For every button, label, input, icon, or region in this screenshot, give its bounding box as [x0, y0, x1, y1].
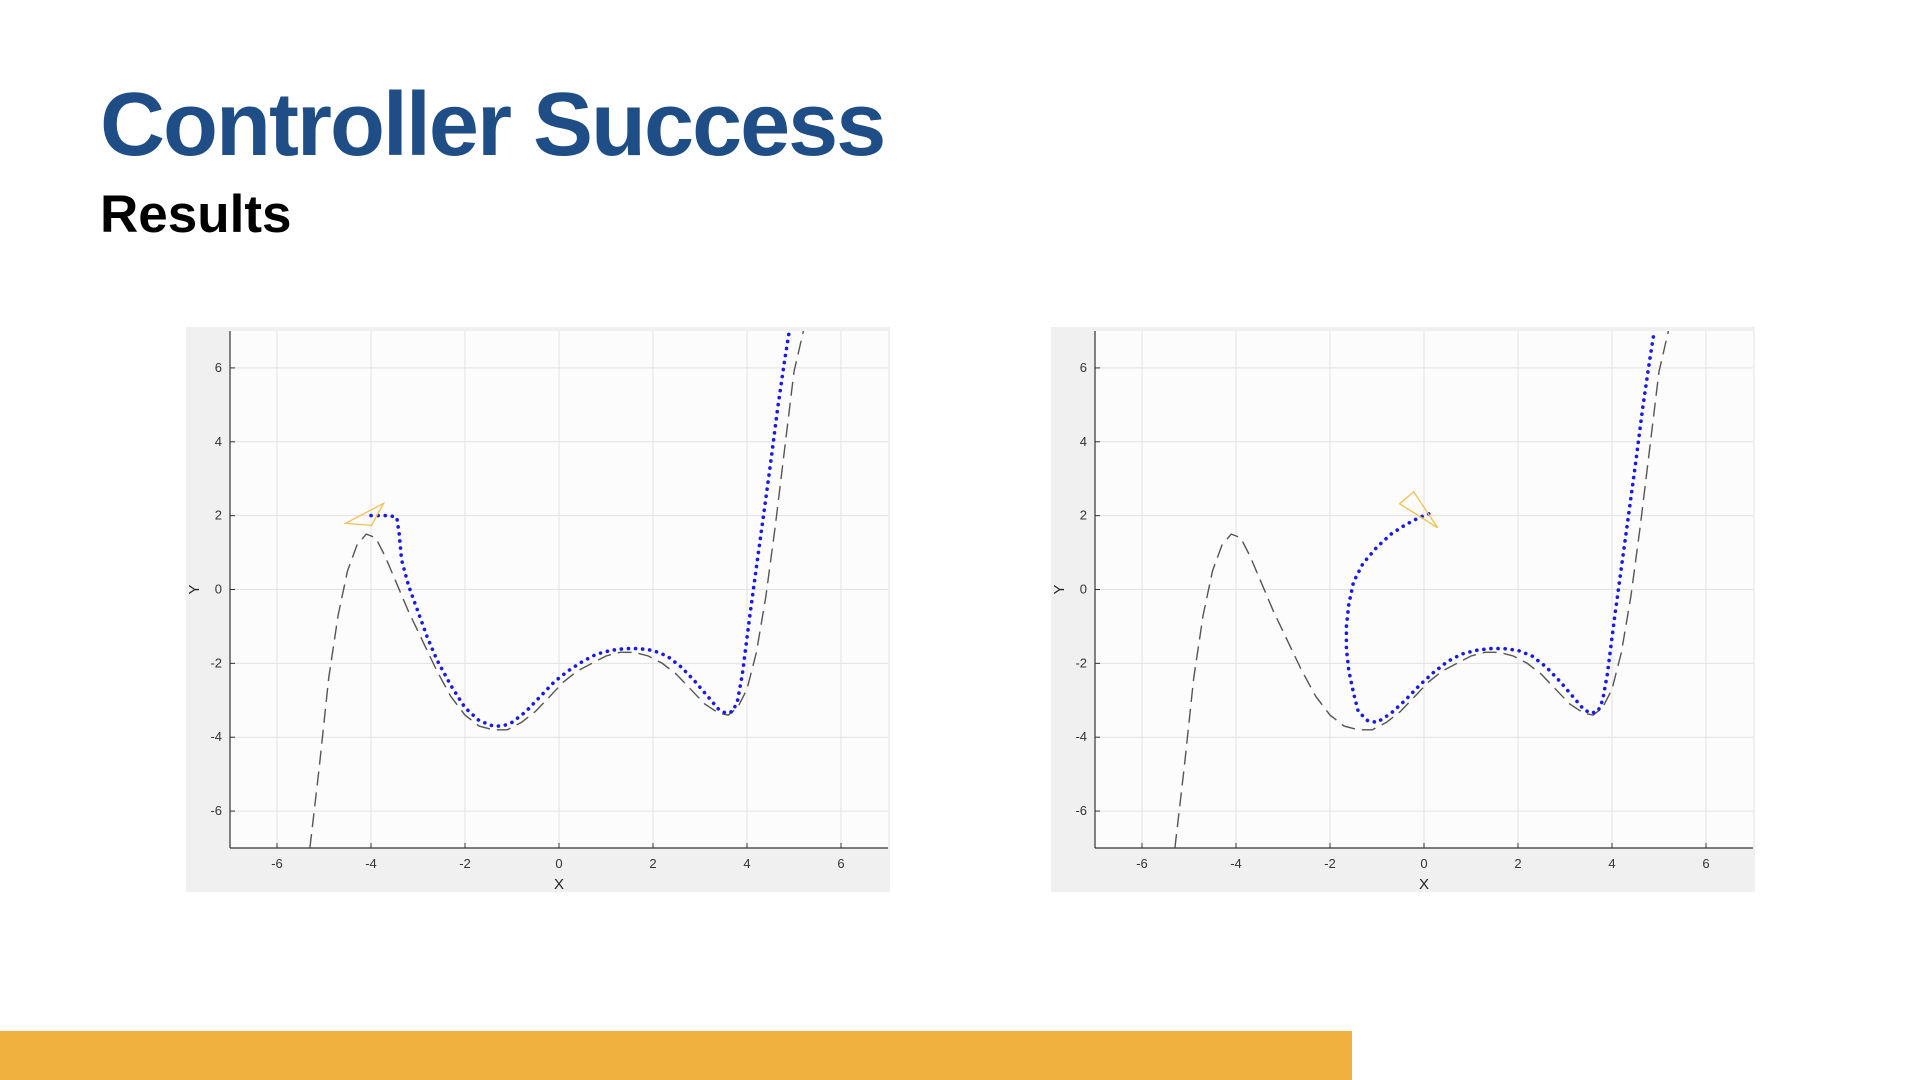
y-tick-label: -2: [1075, 655, 1087, 670]
x-tick-label: 6: [1702, 856, 1709, 871]
x-tick-label: 2: [649, 856, 656, 871]
x-tick-label: 2: [1514, 856, 1521, 871]
y-tick-label: -4: [1075, 729, 1087, 744]
y-tick-label: 4: [1080, 434, 1087, 449]
y-tick-label: 0: [215, 582, 222, 597]
x-tick-label: 6: [837, 856, 844, 871]
x-tick-label: -4: [1230, 856, 1242, 871]
y-tick-label: 6: [1080, 360, 1087, 375]
trajectory-chart-right: -6 -4 -2 0 2 4 6 -6 -4 -2 0 2 4 6 X Y: [1051, 331, 1753, 892]
series-group: [1174, 331, 1670, 848]
y-tick-label: -6: [1075, 803, 1087, 818]
series-group: [309, 331, 805, 848]
x-tick-label: 0: [555, 856, 562, 871]
slide-title: Controller Success: [100, 75, 886, 175]
y-axis-label: Y: [1051, 584, 1068, 594]
x-tick-label: -6: [1136, 856, 1148, 871]
x-axis-label: X: [554, 876, 564, 892]
y-tick-label: 0: [1080, 582, 1087, 597]
x-tick-label: 4: [743, 856, 750, 871]
x-tick-label: -4: [365, 856, 377, 871]
robot-marker-icon: [343, 501, 386, 527]
y-tick-label: 2: [1080, 508, 1087, 523]
x-tick-label: 0: [1420, 856, 1427, 871]
y-axis-label: Y: [186, 584, 203, 594]
x-tick-label: -2: [1324, 856, 1336, 871]
robot-marker-icon: [1398, 490, 1439, 529]
slide-subtitle: Results: [100, 185, 292, 244]
accent-bar: [0, 1031, 1352, 1080]
y-tick-label: -2: [210, 655, 222, 670]
robot-trajectory-dotted-line: [1344, 331, 1657, 725]
y-tick-label: 6: [215, 360, 222, 375]
x-tick-label: 4: [1608, 856, 1615, 871]
robot-trajectory-dotted-line: [369, 331, 792, 728]
reference-path-dashed-line: [1174, 331, 1670, 848]
trajectory-plot-right: -6 -4 -2 0 2 4 6 -6 -4 -2 0 2 4 6 X Y: [1051, 327, 1755, 892]
y-tick-label: -6: [210, 803, 222, 818]
x-tick-label: -6: [271, 856, 283, 871]
x-tick-label: -2: [459, 856, 471, 871]
y-tick-label: 2: [215, 508, 222, 523]
x-axis-label: X: [1419, 876, 1429, 892]
reference-path-dashed-line: [309, 331, 805, 848]
y-tick-label: -4: [210, 729, 222, 744]
trajectory-plot-left: -6 -4 -2 0 2 4 6 -6 -4 -2 0 2 4 6 X Y: [186, 327, 890, 892]
trajectory-chart-left: -6 -4 -2 0 2 4 6 -6 -4 -2 0 2 4 6 X Y: [186, 331, 888, 892]
y-tick-label: 4: [215, 434, 222, 449]
